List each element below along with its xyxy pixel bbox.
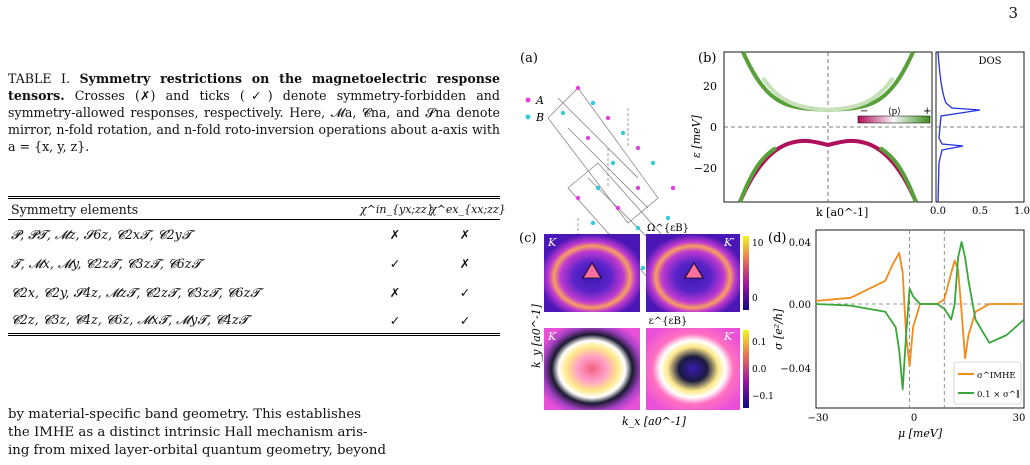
page-number: 3: [1008, 4, 1018, 22]
dos-xtick-1: 1.0: [1014, 206, 1030, 217]
b-xlabel: k [a0^-1]: [816, 206, 868, 219]
dos-curve: [937, 51, 981, 203]
symmetry-table: Symmetry elements χ^in_{yx;zz} χ^ex_{xx;…: [8, 196, 506, 336]
table-mid-rule: [8, 219, 500, 220]
body-line: ing from mixed layer-orbital quantum geo…: [8, 443, 386, 458]
energy-map-K: [544, 328, 640, 410]
header-chi-ex: χ^ex_{xx;zz}: [430, 202, 506, 216]
imhe-curve: [815, 251, 1024, 367]
body-line: by material-specific band geometry. This…: [8, 407, 362, 422]
energy-map-Kprime: [646, 328, 740, 410]
colorbar-label: ⟨p⟩: [888, 107, 901, 117]
table-header: Symmetry elements χ^in_{yx;zz} χ^ex_{xx;…: [8, 199, 506, 219]
legend-a-dot: [525, 97, 531, 103]
body-line: the IMHE as a distinct intrinsic Hall me…: [8, 425, 368, 440]
row-elements: 𝓒2x, 𝓒2y, 𝓢4z, 𝓜z𝓣, 𝓒2z𝓣, 𝓒3z𝓣, 𝓒6z𝓣: [11, 284, 260, 300]
d-ytick-m004: −0.04: [780, 364, 811, 375]
conduction-band-light: [761, 76, 895, 113]
d-axes: [815, 229, 1025, 409]
dos-xtick-0: 0.0: [930, 206, 946, 217]
c-top-title: Ω^{εB}: [647, 223, 689, 234]
caption-text: Crosses (✗) and ticks (✓) denote symmetr…: [8, 88, 500, 154]
row-chi-ex: ✓: [459, 312, 471, 328]
table-row: 𝓒2z, 𝓒3z, 𝓒4z, 𝓒6z, 𝓜x𝓣, 𝓜y𝓣, 𝓒4z𝓣 ✓ ✓: [8, 307, 500, 333]
c-ylabel: k_y [a0^-1]: [530, 303, 543, 368]
b-ytick-0: 0: [710, 121, 717, 134]
c-bottom-colorbar: [743, 330, 749, 408]
row-elements: 𝓟, 𝓟𝓣, 𝓜z, 𝓢6z, 𝓒2x𝓣, 𝓒2y𝓣: [11, 226, 192, 242]
figure: (a) A B (b) 20 0 −20 ε [meV] k [a0^-1] −…: [519, 51, 1030, 440]
row-elements: 𝓒2z, 𝓒3z, 𝓒4z, 𝓒6z, 𝓜x𝓣, 𝓜y𝓣, 𝓒4z𝓣: [11, 312, 249, 327]
c-bottom-cbar-01: 0.1: [752, 338, 766, 348]
kprime-triangle: [684, 262, 704, 279]
panel-c-label: (c): [519, 231, 536, 246]
row-chi-in: ✗: [389, 285, 401, 300]
parallel-curve: [815, 241, 1025, 391]
table-row: 𝓒2x, 𝓒2y, 𝓢4z, 𝓜z𝓣, 𝓒2z𝓣, 𝓒3z𝓣, 𝓒6z𝓣 ✗ ✓: [8, 278, 500, 307]
c-valley-K-bottom: K: [547, 330, 557, 343]
table-row: 𝓣, 𝓜x, 𝓜y, 𝓒2z𝓣, 𝓒3z𝓣, 𝓒6z𝓣 ✓ ✗: [8, 249, 500, 278]
panel-b-label: (b): [698, 51, 716, 66]
c-valley-Kp-top: K′: [723, 236, 735, 249]
c-valley-Kp-bottom: K′: [723, 330, 735, 343]
legend-b-label: B: [535, 111, 544, 124]
b-ytick-m20: −20: [694, 162, 717, 175]
c-xlabel: k_x [a0^-1]: [622, 415, 687, 428]
valence-band-green-left: [738, 146, 778, 203]
header-elements: Symmetry elements: [11, 201, 139, 217]
row-chi-ex: ✗: [459, 227, 471, 242]
colorbar-plus: +: [923, 106, 931, 117]
d-xtick-30: 30: [1013, 413, 1026, 424]
colorbar-minus: −: [860, 106, 868, 117]
header-chi-in: χ^in_{yx;zz}: [360, 202, 434, 216]
row-chi-in: ✓: [389, 312, 401, 328]
b-ylabel: ε [meV]: [690, 114, 703, 158]
legend-imhe-label: σ^IMHE: [977, 371, 1016, 381]
b-ytick-20: 20: [703, 80, 717, 93]
panel-d-label: (d): [768, 231, 786, 246]
c-bottom-cbar-m01: −0.1: [752, 392, 774, 402]
legend-a-label: A: [535, 94, 544, 107]
row-chi-ex: ✗: [459, 256, 471, 271]
table-caption: TABLE I. Symmetry restrictions on the ma…: [8, 70, 500, 155]
dos-xtick-05: 0.5: [972, 206, 988, 217]
d-ylabel: σ [e²/h]: [772, 308, 785, 350]
c-top-colorbar: [743, 236, 749, 310]
k-triangle: [582, 262, 602, 279]
c-top-cbar-0: 0: [752, 294, 758, 304]
c-bottom-cbar-00: 0.0: [752, 365, 767, 375]
projection-colorbar: [857, 115, 931, 124]
caption-label: TABLE I.: [8, 71, 71, 86]
row-elements: 𝓣, 𝓜x, 𝓜y, 𝓒2z𝓣, 𝓒3z𝓣, 𝓒6z𝓣: [11, 255, 202, 271]
row-chi-in: ✓: [389, 256, 401, 271]
table-top-rule: [8, 196, 500, 199]
valence-band: [738, 138, 918, 203]
valence-band-green-right: [878, 146, 918, 203]
c-top-cbar-10: 10: [752, 239, 764, 249]
d-xtick-m30: −30: [807, 413, 828, 424]
c-bottom-title: ε^{εB}: [649, 316, 688, 327]
d-xtick-0: 0: [911, 413, 917, 424]
d-ytick-000: 0.00: [789, 300, 811, 311]
d-plot-area: [815, 230, 1025, 408]
table-bottom-rule: [8, 333, 500, 336]
d-ytick-004: 0.04: [789, 238, 811, 249]
panel-a-label: (a): [520, 51, 538, 66]
table-row: 𝓟, 𝓟𝓣, 𝓜z, 𝓢6z, 𝓒2x𝓣, 𝓒2y𝓣 ✗ ✗: [8, 220, 500, 249]
legend-b-dot: [525, 114, 531, 120]
body-paragraph: by material-specific band geometry. This…: [8, 406, 500, 460]
c-valley-K-top: K: [547, 236, 557, 249]
d-xlabel: μ [meV]: [898, 427, 943, 440]
row-chi-ex: ✓: [459, 285, 471, 300]
legend-par-label: 0.1 × σ^∥: [977, 389, 1020, 400]
caption-title: Symmetry restrictions on the magnetoelec…: [8, 71, 500, 103]
row-chi-in: ✗: [389, 227, 401, 242]
dos-label: DOS: [978, 56, 1001, 67]
